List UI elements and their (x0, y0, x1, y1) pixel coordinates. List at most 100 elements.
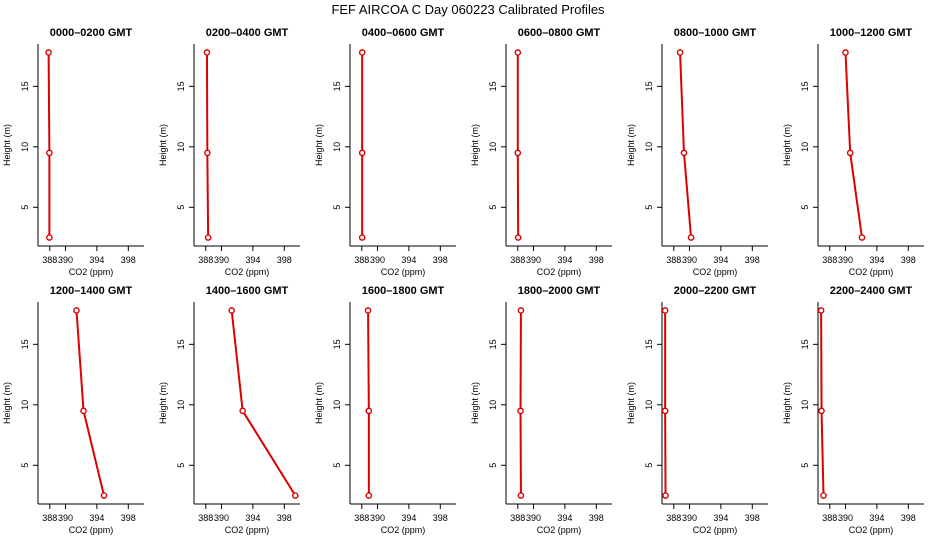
y-tick-label: 5 (332, 463, 342, 468)
panel-title: 0400–0600 GMT (362, 27, 445, 39)
data-point (204, 234, 212, 241)
x-tick-label: 390 (682, 513, 697, 523)
panel-title: 1000–1200 GMT (830, 27, 913, 39)
data-point (228, 307, 235, 314)
y-axis-label: Height (m) (158, 382, 168, 424)
y-axis-label: Height (m) (158, 124, 168, 166)
y-axis-label: Height (m) (470, 382, 480, 424)
x-tick-label: 394 (557, 513, 572, 523)
x-tick-label: 398 (901, 255, 916, 265)
x-tick-label: 390 (214, 513, 229, 523)
data-point (364, 307, 372, 314)
x-tick-label: 398 (745, 255, 760, 265)
data-point (517, 307, 525, 314)
y-tick-label: 10 (332, 142, 342, 152)
data-point (291, 492, 299, 499)
y-axis-label: Height (m) (314, 124, 324, 166)
y-tick-label: 5 (488, 463, 498, 468)
panel-11: 2000–2200 GMT 5 10 15 Height (m) 388 390 394 398… (626, 285, 768, 535)
y-axis-label: Height (m) (626, 382, 636, 424)
data-point (204, 149, 211, 157)
x-tick-label: 388 (666, 255, 681, 265)
data-point (817, 307, 825, 314)
x-tick-label: 394 (713, 255, 728, 265)
y-axis-label: Height (m) (314, 382, 324, 424)
panel-9: 1600–1800 GMT 5 10 15 Height (m) 388 390 394 398… (314, 285, 456, 535)
x-tick-label: 394 (713, 513, 728, 523)
data-point (358, 49, 366, 56)
y-axis-label: Height (m) (782, 382, 792, 424)
y-tick-label: 15 (800, 339, 810, 349)
panel-8: 1400–1600 GMT 5 10 15 Height (m) 388 390 394 398… (158, 285, 300, 535)
y-tick-label: 10 (644, 142, 654, 152)
x-tick-label: 388 (666, 513, 681, 523)
panel-title: 0800–1000 GMT (674, 27, 757, 39)
data-point (858, 234, 866, 241)
x-tick-label: 390 (838, 513, 853, 523)
x-axis-label: CO2 (ppm) (849, 525, 894, 535)
x-axis-label: CO2 (ppm) (225, 267, 270, 277)
x-tick-label: 398 (277, 513, 292, 523)
data-point (662, 492, 669, 499)
x-tick-label: 388 (42, 513, 57, 523)
panel-12: 2200–2400 GMT 5 10 15 Height (m) 388 390 394 398… (782, 285, 924, 535)
y-tick-label: 5 (20, 463, 30, 468)
x-tick-label: 388 (822, 513, 837, 523)
y-axis-label: Height (m) (470, 124, 480, 166)
panel-title: 2000–2200 GMT (674, 285, 757, 297)
profile-line (230, 310, 297, 497)
data-point (514, 234, 522, 241)
x-tick-label: 388 (354, 513, 369, 523)
y-tick-label: 15 (332, 81, 342, 91)
x-tick-label: 398 (745, 513, 760, 523)
x-tick-label: 388 (198, 513, 213, 523)
panel-2: 0200–0400 GMT 5 10 15 Height (m) 388 390 394 398… (158, 27, 300, 277)
x-tick-label: 398 (589, 255, 604, 265)
y-tick-label: 10 (800, 400, 810, 410)
y-tick-label: 10 (488, 400, 498, 410)
x-axis-label: CO2 (ppm) (537, 267, 582, 277)
x-tick-label: 394 (401, 513, 416, 523)
x-axis-label: CO2 (ppm) (849, 267, 894, 277)
panel-title: 0600–0800 GMT (518, 27, 601, 39)
data-point (818, 407, 825, 415)
y-tick-label: 15 (332, 339, 342, 349)
panel-title: 0200–0400 GMT (206, 27, 289, 39)
y-tick-label: 15 (20, 339, 30, 349)
x-tick-label: 390 (838, 255, 853, 265)
panel-title: 2200–2400 GMT (830, 285, 913, 297)
y-tick-label: 15 (176, 339, 186, 349)
panel-title: 1800–2000 GMT (518, 285, 601, 297)
x-tick-label: 394 (869, 255, 884, 265)
x-tick-label: 390 (370, 255, 385, 265)
data-point (687, 234, 695, 241)
y-tick-label: 5 (20, 205, 30, 210)
y-tick-label: 10 (488, 142, 498, 152)
y-tick-label: 5 (800, 463, 810, 468)
x-tick-label: 398 (121, 513, 136, 523)
x-tick-label: 394 (401, 255, 416, 265)
profile-line (75, 310, 105, 496)
data-point (514, 49, 522, 56)
y-tick-label: 15 (800, 81, 810, 91)
y-tick-label: 15 (20, 81, 30, 91)
y-tick-label: 15 (488, 339, 498, 349)
profile-line (47, 52, 51, 238)
x-tick-label: 394 (89, 255, 104, 265)
y-tick-label: 15 (644, 339, 654, 349)
panel-3: 0400–0600 GMT 5 10 15 Height (m) 388 390 394 398… (314, 27, 456, 277)
data-point (46, 234, 53, 241)
x-axis-label: CO2 (ppm) (693, 525, 738, 535)
x-tick-label: 398 (589, 513, 604, 523)
data-point (80, 407, 87, 415)
panel-title: 0000–0200 GMT (50, 27, 133, 39)
y-tick-label: 5 (176, 205, 186, 210)
x-tick-label: 398 (121, 255, 136, 265)
profile-line (679, 52, 693, 238)
x-tick-label: 388 (42, 255, 57, 265)
data-point (100, 492, 108, 499)
x-tick-label: 390 (58, 513, 73, 523)
data-point (73, 307, 80, 314)
x-tick-label: 390 (526, 513, 541, 523)
